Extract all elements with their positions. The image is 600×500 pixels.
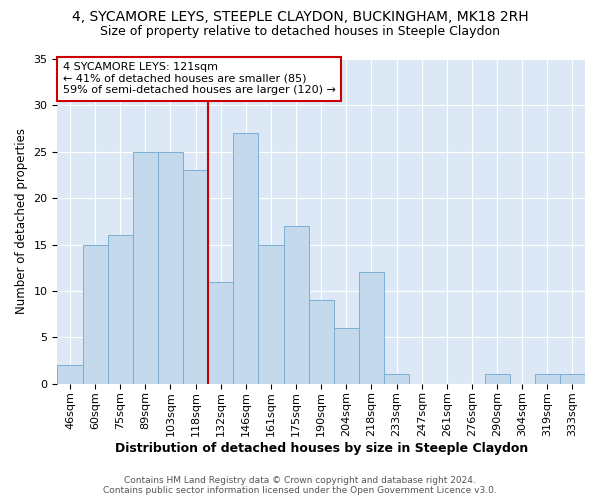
Bar <box>334 328 359 384</box>
Bar <box>259 244 284 384</box>
Bar <box>158 152 183 384</box>
Text: 4, SYCAMORE LEYS, STEEPLE CLAYDON, BUCKINGHAM, MK18 2RH: 4, SYCAMORE LEYS, STEEPLE CLAYDON, BUCKI… <box>71 10 529 24</box>
Bar <box>208 282 233 384</box>
Y-axis label: Number of detached properties: Number of detached properties <box>15 128 28 314</box>
Bar <box>83 244 107 384</box>
Bar <box>284 226 308 384</box>
Text: 4 SYCAMORE LEYS: 121sqm
← 41% of detached houses are smaller (85)
59% of semi-de: 4 SYCAMORE LEYS: 121sqm ← 41% of detache… <box>62 62 335 96</box>
Bar <box>58 365 83 384</box>
Bar <box>233 133 259 384</box>
Bar <box>359 272 384 384</box>
Bar <box>535 374 560 384</box>
Bar <box>133 152 158 384</box>
Bar <box>183 170 208 384</box>
Bar <box>308 300 334 384</box>
Bar <box>384 374 409 384</box>
Bar <box>560 374 585 384</box>
Text: Size of property relative to detached houses in Steeple Claydon: Size of property relative to detached ho… <box>100 25 500 38</box>
Bar <box>107 236 133 384</box>
Text: Contains HM Land Registry data © Crown copyright and database right 2024.
Contai: Contains HM Land Registry data © Crown c… <box>103 476 497 495</box>
Bar <box>485 374 509 384</box>
X-axis label: Distribution of detached houses by size in Steeple Claydon: Distribution of detached houses by size … <box>115 442 528 455</box>
